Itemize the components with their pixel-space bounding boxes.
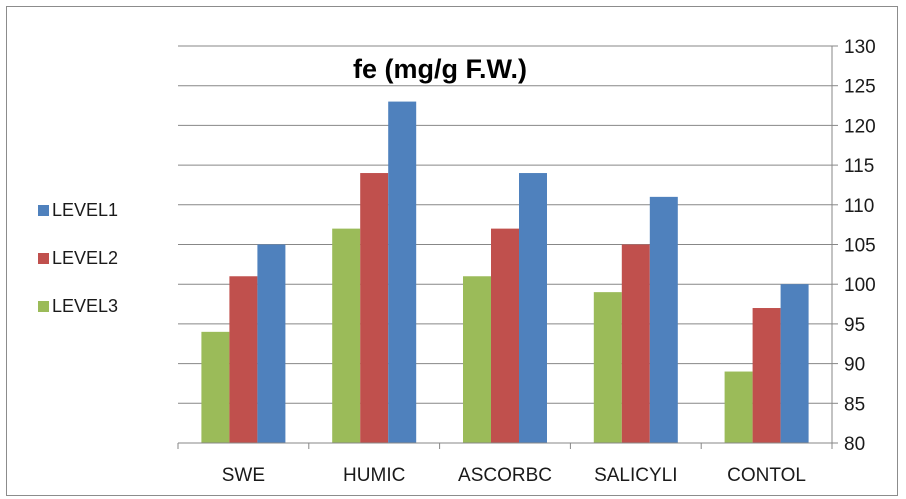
chart-title: fe (mg/g F.W.) bbox=[353, 54, 527, 84]
x-tick-label: HUMIC bbox=[343, 465, 405, 486]
bar-level2-ascorbc bbox=[491, 228, 519, 443]
y-tick-label: 130 bbox=[844, 37, 876, 58]
y-tick-label: 115 bbox=[844, 156, 874, 177]
legend: LEVEL1 LEVEL2 LEVEL3 bbox=[38, 200, 118, 316]
x-tick-label: ASCORBC bbox=[458, 465, 552, 486]
y-tick-label: 100 bbox=[844, 275, 876, 296]
y-tick-label: 110 bbox=[844, 196, 874, 217]
bar-level1-salicyli bbox=[649, 196, 678, 443]
legend-label: LEVEL2 bbox=[52, 248, 118, 268]
y-tick-label: 80 bbox=[844, 434, 865, 455]
legend-label: LEVEL3 bbox=[52, 296, 118, 316]
axes bbox=[177, 45, 838, 449]
x-tick-label: CONTOL bbox=[727, 465, 806, 486]
bar-level3-contol bbox=[724, 371, 753, 443]
y-tick-label: 125 bbox=[844, 77, 876, 98]
bar-level3-salicyli bbox=[593, 292, 622, 443]
legend-item-level2: LEVEL2 bbox=[38, 248, 118, 268]
bar-level2-contol bbox=[752, 308, 781, 443]
x-tick-labels: SWE HUMIC ASCORBC SALICYLI CONTOL bbox=[222, 465, 806, 486]
bar-level3-humic bbox=[332, 228, 361, 443]
legend-swatch bbox=[38, 253, 49, 264]
y-tick-label: 120 bbox=[844, 116, 876, 137]
bar-level1-ascorbc bbox=[519, 173, 547, 444]
legend-item-level3: LEVEL3 bbox=[38, 296, 118, 316]
y-tick-label: 95 bbox=[844, 315, 865, 336]
bars bbox=[201, 101, 809, 444]
gridlines bbox=[178, 45, 832, 404]
legend-swatch bbox=[38, 205, 49, 216]
bar-level3-ascorbc bbox=[463, 276, 491, 443]
y-tick-label: 90 bbox=[844, 355, 865, 376]
bar-level2-salicyli bbox=[621, 244, 650, 443]
bar-level1-swe bbox=[257, 244, 286, 443]
legend-item-level1: LEVEL1 bbox=[38, 200, 118, 220]
bar-level2-swe bbox=[229, 276, 258, 443]
y-tick-labels: 80 85 90 95 100 105 110 115 120 125 130 bbox=[844, 37, 876, 455]
bar-level2-humic bbox=[360, 173, 389, 444]
bar-level1-contol bbox=[780, 284, 809, 443]
x-tick-label: SWE bbox=[222, 465, 265, 486]
y-tick-label: 105 bbox=[844, 236, 876, 257]
legend-label: LEVEL1 bbox=[52, 200, 118, 220]
x-tick-label: SALICYLI bbox=[594, 465, 677, 486]
bar-level1-humic bbox=[388, 101, 417, 443]
bar-level3-swe bbox=[201, 331, 230, 443]
y-tick-label: 85 bbox=[844, 394, 865, 415]
legend-swatch bbox=[38, 301, 49, 312]
